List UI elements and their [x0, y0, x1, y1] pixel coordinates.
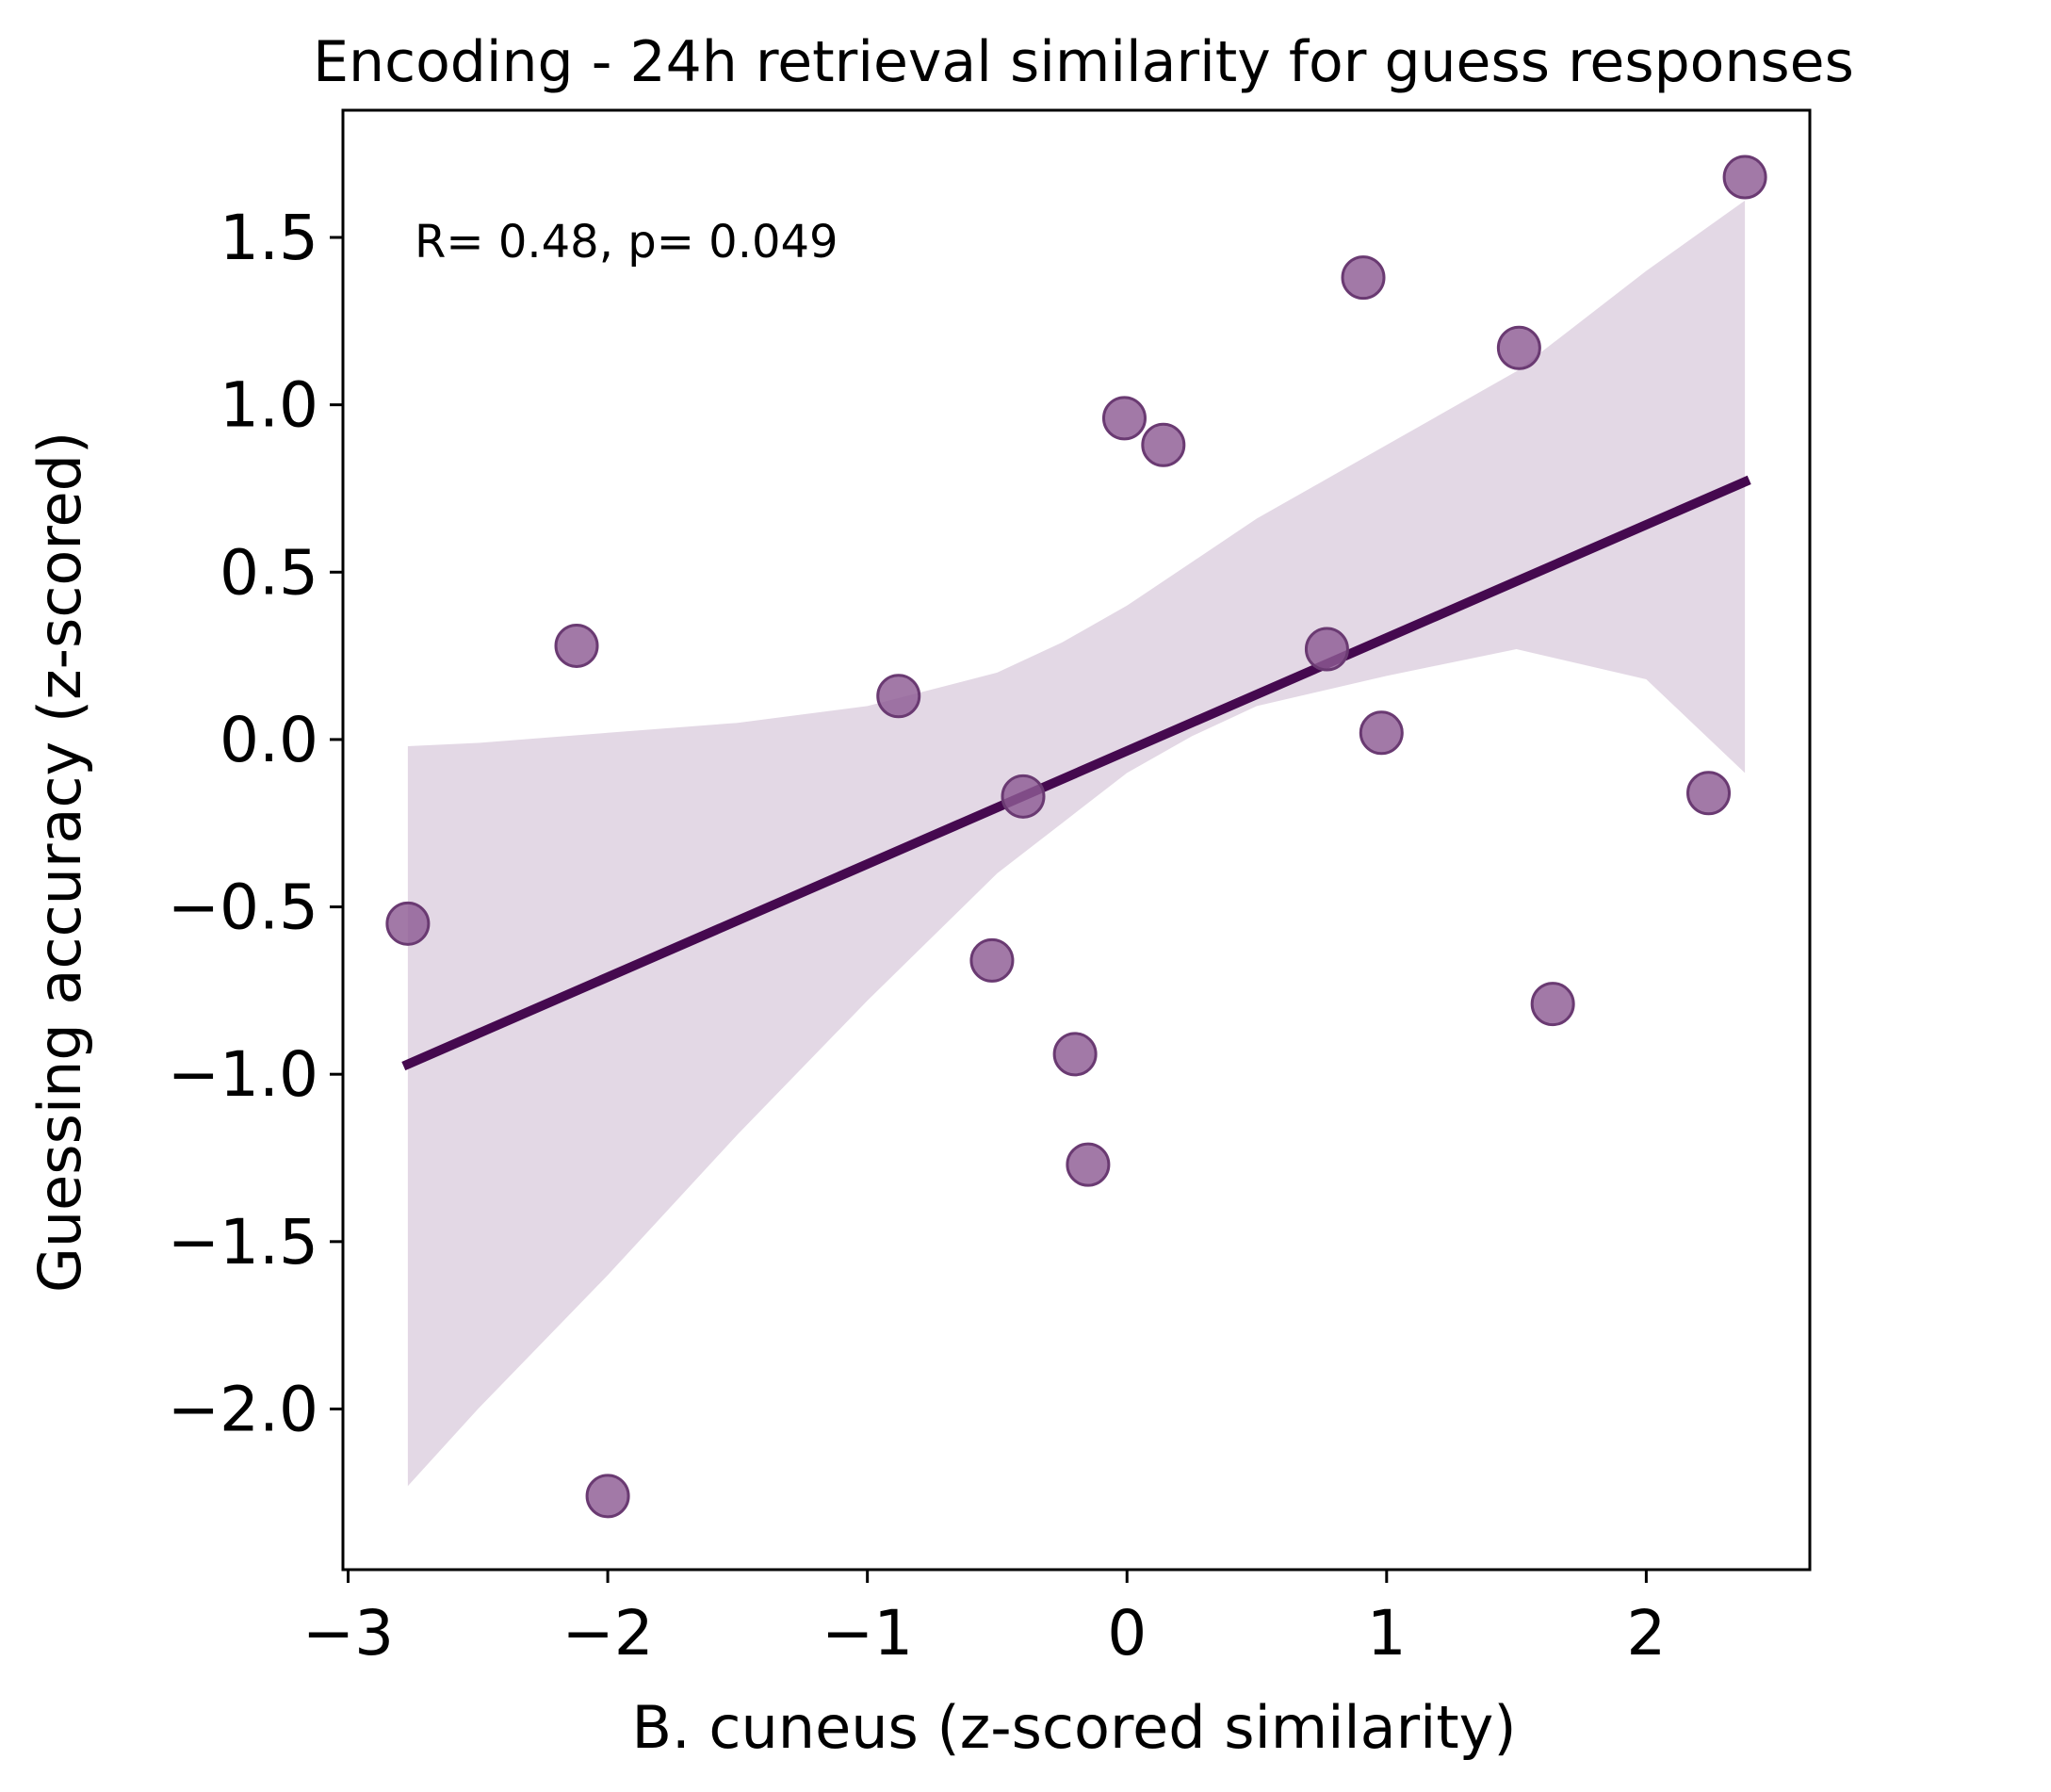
y-tick-label: 0.5 [220, 536, 318, 609]
data-point [1722, 155, 1767, 200]
y-tick-label: 1.0 [220, 369, 318, 442]
data-point [1101, 396, 1147, 441]
x-axis-label: B. cuneus (z-scored similarity) [631, 1693, 1516, 1762]
y-axis: 1.5 1.0 0.5 0.0 −0.5 −1.0 −1.5 −2.0 [168, 202, 343, 1445]
axes-frame [341, 108, 1812, 1572]
data-point [1066, 1142, 1111, 1187]
confidence-band [407, 200, 1746, 1487]
regression-line [401, 475, 1751, 1071]
data-point [1496, 325, 1541, 370]
data-point [1001, 774, 1046, 819]
x-tick-label: 0 [1107, 1597, 1147, 1670]
x-tick-label: 1 [1367, 1597, 1407, 1670]
data-point [1686, 771, 1732, 816]
chart-title: Encoding - 24h retrieval similarity for … [313, 29, 1854, 95]
x-tick-label: −3 [302, 1597, 394, 1670]
data-point [1530, 982, 1575, 1027]
data-point [585, 1474, 630, 1519]
y-tick-label: −1.5 [168, 1206, 318, 1279]
y-axis-label: Guessing accuracy (z-scored) [25, 432, 94, 1293]
x-tick-label: −1 [822, 1597, 913, 1670]
data-point [1141, 422, 1186, 467]
data-point [876, 674, 921, 719]
data-point [969, 937, 1015, 983]
plot-area [341, 108, 1812, 1572]
data-point [1304, 627, 1349, 672]
stats-annotation: R= 0.48, p= 0.049 [415, 216, 838, 269]
x-tick-label: −2 [562, 1597, 653, 1670]
data-point [385, 901, 431, 946]
y-tick-label: −0.5 [168, 872, 318, 944]
y-tick-label: 1.5 [220, 202, 318, 274]
data-point [1052, 1032, 1098, 1077]
data-point [1341, 255, 1386, 301]
y-tick-label: −2.0 [168, 1373, 318, 1445]
x-tick-label: 2 [1626, 1597, 1666, 1670]
data-point [1359, 710, 1404, 756]
x-axis: −3 −2 −1 0 1 2 [302, 1570, 1666, 1670]
y-tick-label: 0.0 [220, 704, 318, 776]
y-tick-label: −1.0 [168, 1038, 318, 1111]
data-point [554, 623, 599, 668]
